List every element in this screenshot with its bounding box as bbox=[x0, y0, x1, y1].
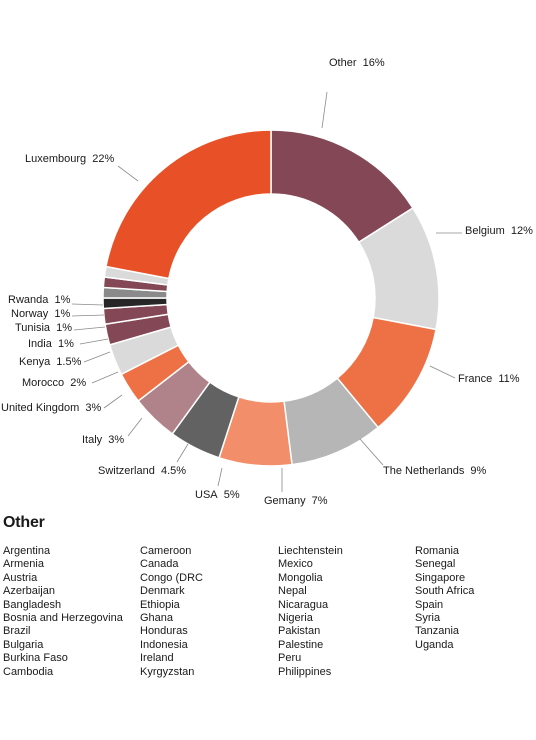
label-belgium: Belgium 12% bbox=[465, 225, 533, 237]
leader-italy bbox=[127, 417, 143, 437]
other-country-item: Romania bbox=[415, 545, 460, 557]
other-country-item: Peru bbox=[278, 652, 302, 665]
other-country-item: Nigeria bbox=[278, 612, 313, 625]
leader-usa bbox=[217, 467, 223, 487]
leader-luxembourg bbox=[117, 165, 139, 182]
other-country-item: Nepal bbox=[278, 585, 307, 598]
other-column-2: Cameroon Canada Congo (DRC Denmark Ethiopia G… bbox=[140, 545, 203, 679]
leader-tunisia bbox=[73, 326, 106, 331]
other-country-item: Palestine bbox=[278, 638, 324, 651]
other-country-item: Brazil bbox=[3, 625, 31, 638]
donut-slices bbox=[102, 129, 440, 467]
leader-other bbox=[321, 91, 328, 129]
leader-rwanda bbox=[71, 303, 104, 306]
other-country-item: Indonesia bbox=[140, 638, 188, 651]
leader-india bbox=[79, 338, 109, 345]
other-country-item: Austria bbox=[3, 571, 38, 584]
other-country-item: Kyrgyzstan bbox=[140, 665, 195, 678]
other-country-item: Argentina bbox=[3, 545, 51, 557]
leader-the-netherlands bbox=[359, 438, 384, 466]
other-country-item: Bulgaria bbox=[3, 638, 44, 651]
other-country-item: Liechtenstein bbox=[278, 545, 343, 557]
other-country-item: Nicaragua bbox=[278, 598, 329, 611]
other-country-item: Armenia bbox=[3, 558, 44, 571]
other-country-item: Congo (DRC bbox=[140, 571, 203, 584]
label-kenya: Kenya 1.5% bbox=[19, 356, 82, 368]
other-country-item: Tanzania bbox=[415, 625, 460, 638]
leader-morocco bbox=[91, 371, 119, 384]
label-india: India 1% bbox=[28, 338, 74, 350]
leader-switzerland bbox=[176, 443, 189, 463]
other-country-item: Canada bbox=[140, 558, 179, 571]
other-country-item: Cambodia bbox=[3, 665, 54, 678]
leader-united-kingdom bbox=[103, 394, 123, 409]
other-country-item: Syria bbox=[415, 612, 441, 625]
label-usa: USA 5% bbox=[195, 489, 240, 501]
other-country-item: Denmark bbox=[140, 585, 185, 598]
label-morocco: Morocco 2% bbox=[22, 377, 86, 389]
other-country-item: Bosnia and Herzegovina bbox=[3, 612, 123, 625]
leader-kenya bbox=[83, 351, 111, 363]
label-the-netherlands: The Netherlands 9% bbox=[383, 465, 487, 477]
other-country-item: Mexico bbox=[278, 558, 313, 571]
slice-luxembourg bbox=[105, 129, 272, 280]
other-country-item: Ghana bbox=[140, 612, 174, 625]
other-country-item: Mongolia bbox=[278, 571, 323, 584]
other-country-item: Burkina Faso bbox=[3, 652, 68, 665]
other-country-item: Pakistan bbox=[278, 625, 321, 638]
other-column-3: Liechtenstein Mexico Mongolia Nepal Nicaragu… bbox=[278, 545, 343, 679]
leader-norway bbox=[71, 314, 105, 317]
slice-labels: Other 16% Belgium 12% France 11% The Nether… bbox=[1, 57, 533, 507]
other-column-1: Argentina Armenia Austria Azerbaijan Banglad… bbox=[3, 545, 123, 679]
other-country-item: Spain bbox=[415, 598, 444, 611]
other-country-item: Uganda bbox=[415, 638, 454, 651]
leader-france bbox=[429, 365, 456, 379]
other-country-item: Singapore bbox=[415, 571, 466, 584]
other-country-item: Philippines bbox=[278, 665, 332, 678]
other-country-item: Cameroon bbox=[140, 545, 192, 557]
other-country-item: South Africa bbox=[415, 585, 475, 598]
other-country-item: Bangladesh bbox=[3, 598, 62, 611]
other-column-4: Romania Senegal Singapore South Africa Spain… bbox=[415, 545, 474, 652]
label-united-kingdom: United Kingdom 3% bbox=[1, 402, 101, 414]
label-switzerland: Switzerland 4.5% bbox=[98, 465, 186, 477]
donut-chart: Other 16% Belgium 12% France 11% The Nether… bbox=[1, 57, 533, 507]
label-gemany: Gemany 7% bbox=[264, 495, 328, 507]
leader-lines bbox=[71, 91, 462, 492]
other-country-item: Honduras bbox=[140, 625, 188, 638]
label-norway: Norway 1% bbox=[11, 308, 71, 320]
label-tunisia: Tunisia 1% bbox=[15, 322, 72, 334]
other-country-item: Ireland bbox=[140, 652, 174, 665]
label-italy: Italy 3% bbox=[82, 434, 124, 446]
label-other: Other 16% bbox=[329, 57, 385, 69]
label-luxembourg: Luxembourg 22% bbox=[25, 153, 114, 165]
label-rwanda: Rwanda 1% bbox=[8, 294, 71, 306]
other-country-item: Azerbaijan bbox=[3, 585, 55, 598]
other-country-item: Ethiopia bbox=[140, 598, 180, 611]
label-france: France 11% bbox=[458, 373, 520, 385]
other-title: Other bbox=[3, 514, 45, 531]
other-country-item: Senegal bbox=[415, 558, 456, 571]
